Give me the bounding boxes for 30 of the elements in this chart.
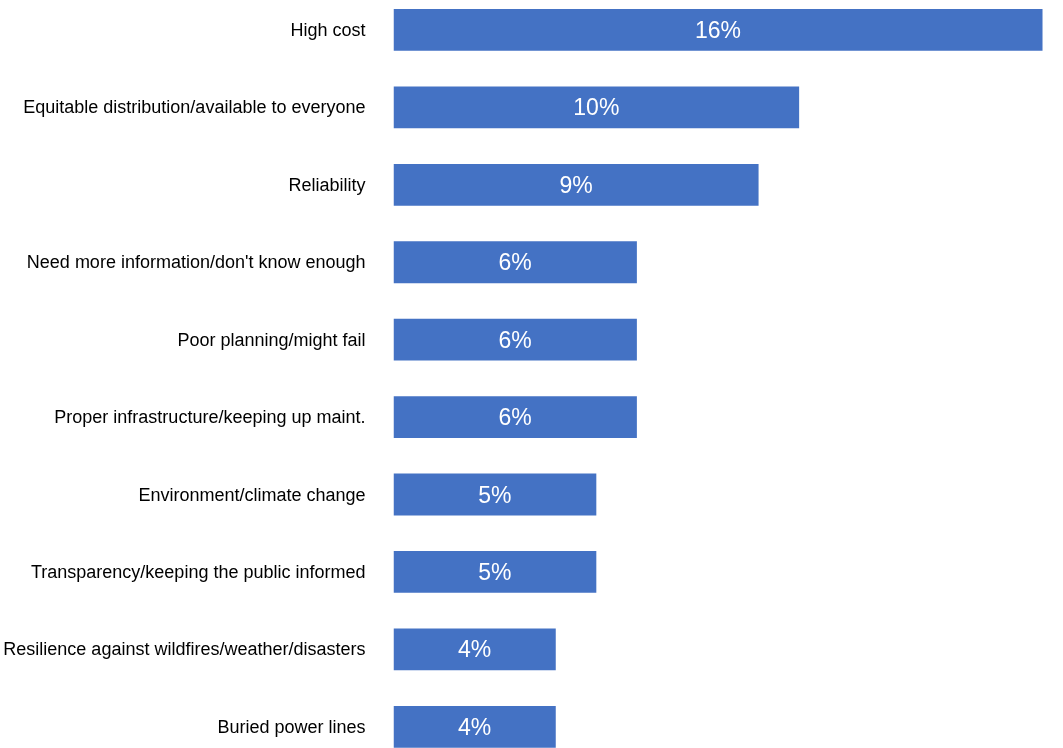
- data-label: 5%: [478, 558, 512, 585]
- data-label: 16%: [694, 16, 742, 43]
- y-tick-label: Proper infrastructure/keeping up maint.: [54, 407, 366, 428]
- bar: [393, 396, 637, 438]
- data-label: 9%: [559, 171, 593, 198]
- bar: [393, 163, 759, 206]
- y-tick-label: Poor planning/might fail: [177, 329, 366, 350]
- data-label: 4%: [458, 636, 492, 663]
- bar: [393, 241, 637, 284]
- y-tick-label: Resilience against wildfires/weather/disasters: [3, 639, 366, 660]
- y-tick-label: Environment/climate change: [138, 484, 366, 505]
- y-tick-label: Reliability: [288, 174, 366, 195]
- data-label: 6%: [498, 326, 532, 353]
- data-label: 4%: [458, 713, 492, 740]
- data-label: 6%: [498, 404, 532, 431]
- y-tick-label: High cost: [290, 19, 366, 40]
- y-tick-label: Need more information/don't know enough: [26, 252, 366, 273]
- bar: [393, 9, 1043, 51]
- bar: [393, 86, 800, 129]
- bar: [393, 705, 556, 748]
- bar: [393, 551, 597, 593]
- data-label: 5%: [478, 481, 512, 508]
- y-tick-label: Buried power lines: [217, 716, 366, 737]
- bar: [393, 318, 637, 361]
- y-tick-label: Equitable distribution/available to everyone: [23, 97, 366, 118]
- y-tick-label: Transparency/keeping the public informed: [30, 561, 366, 582]
- bar: [393, 628, 556, 671]
- data-label: 10%: [573, 94, 620, 121]
- data-label: 6%: [498, 249, 532, 276]
- bar: [393, 473, 597, 516]
